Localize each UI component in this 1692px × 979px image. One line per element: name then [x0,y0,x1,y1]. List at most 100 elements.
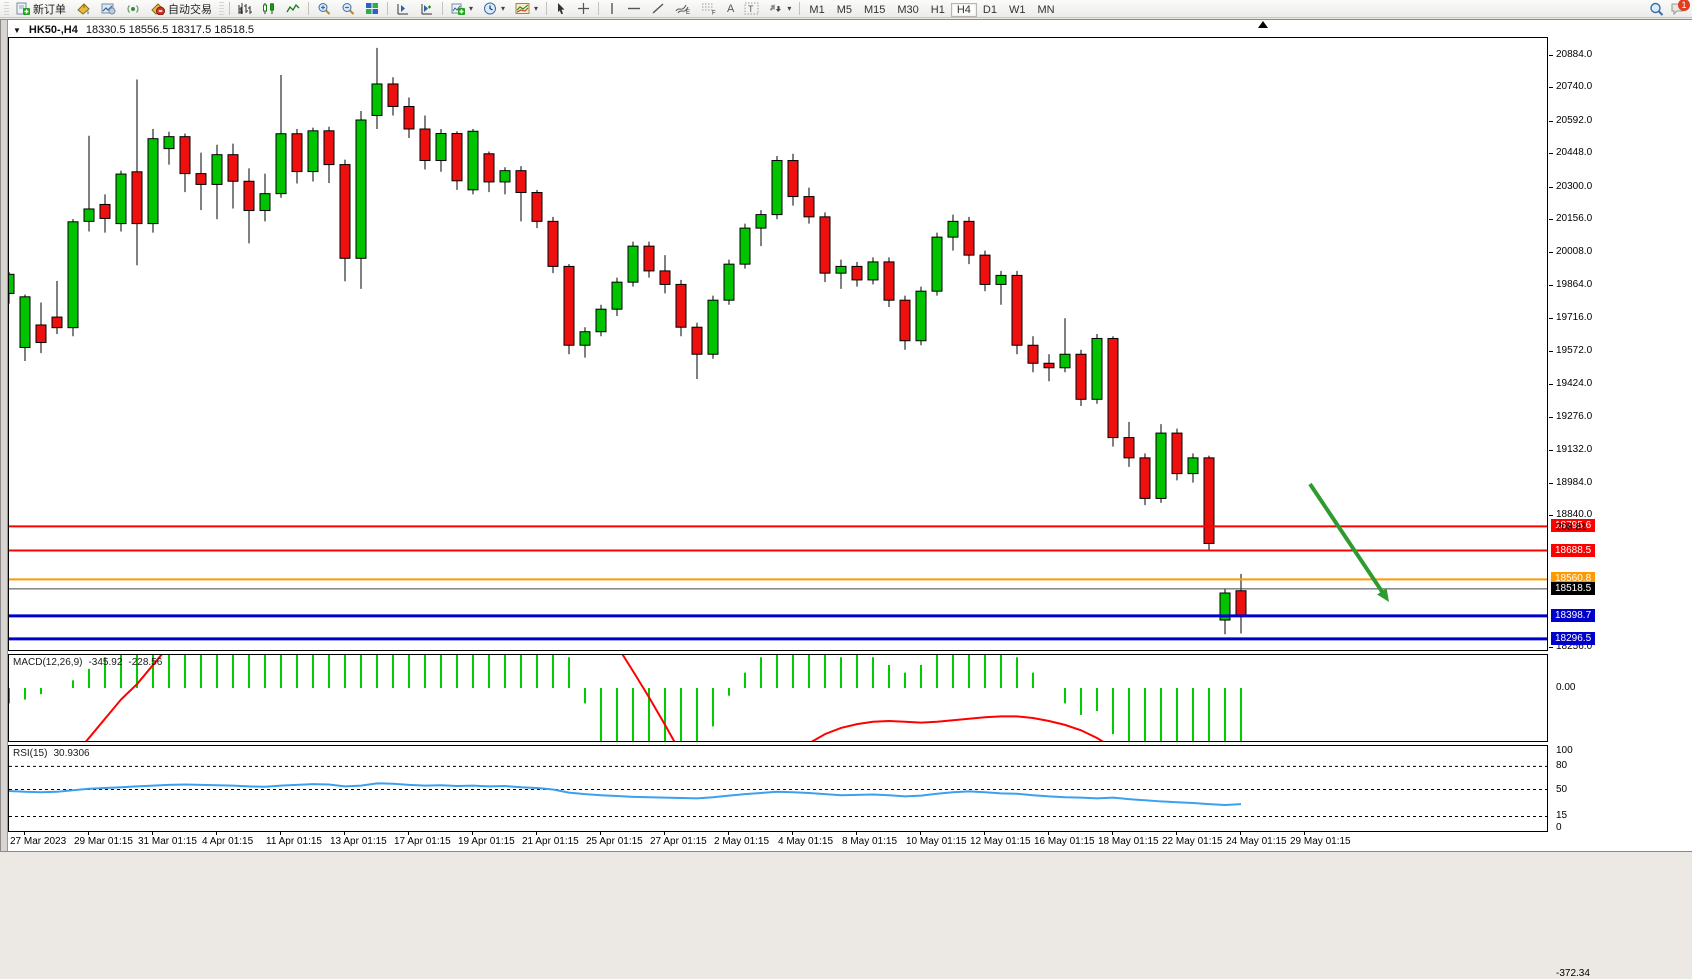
timeframe-button-M30[interactable]: M30 [897,3,919,16]
time-axis-label: 11 Apr 01:15 [266,836,322,847]
axis-tick-mark [1549,449,1553,451]
rsi-panel[interactable]: RSI(15) 30.9306 [8,745,1548,832]
vertical-line-button[interactable] [602,1,622,17]
periods-button[interactable]: ▾ [478,1,510,17]
timeframe-button-H4[interactable]: H4 [950,2,977,17]
time-tick-mark [24,832,25,835]
chart-title-bar[interactable]: ▼ HK50-,H4 18330.5 18556.5 18317.5 18518… [13,24,254,36]
axis-tick-mark [1549,219,1553,220]
templates-caret-icon: ▾ [534,4,539,13]
time-tick-mark [728,832,729,835]
macd-label-row: MACD(12,26,9) -345.92 -228.56 [13,657,162,668]
rsi-chart[interactable] [8,746,1547,831]
axis-tick-mark [1549,482,1553,484]
indicators-button[interactable]: ▾ [446,1,478,17]
time-axis-label: 22 May 01:15 [1162,836,1223,847]
paint-bucket-icon [77,3,90,15]
cursor-button[interactable] [550,1,572,17]
time-tick-mark [1304,832,1305,835]
indicators-caret-icon: ▾ [469,4,474,13]
notification-badge: 1 [1678,0,1690,11]
text-label-button[interactable]: T [739,1,764,17]
time-axis-label: 16 May 01:15 [1034,836,1095,847]
zoom-out-icon [342,3,355,15]
price-line-badge: 18688.5 [1551,543,1596,557]
step-forward-button[interactable] [415,1,439,17]
symbol-period-label: HK50-,H4 [28,24,78,36]
bar-chart-icon [238,3,252,14]
new-order-button[interactable]: 新订单 [11,1,71,17]
timeframe-button-W1[interactable]: W1 [1008,3,1026,16]
macd-axis-label: 208.81 [1556,521,1587,533]
time-axis-label: 17 Apr 01:15 [394,836,451,847]
crosshair-button[interactable] [572,1,595,17]
axis-tick-mark [1549,186,1553,188]
market-watch-button[interactable] [96,1,121,17]
bar-chart-button[interactable] [233,1,257,17]
price-tick-label: 19276.0 [1556,411,1593,423]
axis-tick-mark [1549,383,1553,385]
time-tick-mark [792,832,793,835]
price-tick-label: 19132.0 [1556,443,1593,455]
time-tick-mark [856,832,857,835]
rsi-label-row: RSI(15) 30.9306 [13,748,90,759]
time-axis-label: 10 May 01:15 [906,836,967,847]
time-axis[interactable]: 27 Mar 2023 29 Mar 01:15 31 Mar 01:15 4 Apr… [8,832,1548,852]
autotrade-button[interactable]: 自动交易 [145,1,217,17]
price-tick-label: 18984.0 [1556,476,1593,488]
macd-panel[interactable]: MACD(12,26,9) -345.92 -228.56 [8,530,1548,954]
axis-tick-mark [1549,153,1553,155]
timeframe-button-H1[interactable]: H1 [930,3,945,16]
price-tick-label: 19864.0 [1556,278,1593,290]
symbol-dropdown-icon[interactable]: ▼ [13,25,21,35]
rsi-axis-label: 80 [1556,760,1568,772]
zoom-in-button[interactable] [312,1,336,17]
candlestick-chart[interactable] [3,38,1547,650]
time-tick-mark [1240,832,1241,835]
periods-caret-icon: ▾ [501,4,506,13]
price-tick-label: 20008.0 [1556,246,1593,258]
price-chart-panel[interactable] [3,37,1548,651]
time-axis-label: 24 May 01:15 [1226,836,1287,847]
price-tick-label: 20592.0 [1556,114,1593,126]
timeframe-button-M1[interactable]: M1 [809,3,825,16]
zoom-out-button[interactable] [336,1,360,17]
signal-button[interactable] [121,1,145,17]
time-tick-mark [216,832,217,835]
trend-line-icon [652,3,664,14]
price-tick-label: 20300.0 [1556,180,1593,192]
timeframe-button-D1[interactable]: D1 [982,3,997,16]
equidistant-channel-button[interactable]: E [670,1,696,17]
step-back-button[interactable] [391,1,415,17]
horizontal-line-button[interactable] [622,1,646,17]
notifications-button[interactable]: 1 [1670,0,1690,16]
chart-window: ▼ HK50-,H4 18330.5 18556.5 18317.5 18518… [0,19,1692,979]
price-axis[interactable]: 20884.0 20740.0 20592.0 20448.0 20300.0 20156… [1549,20,1692,979]
rsi-name: RSI(15) [13,748,48,759]
arrows-button[interactable]: ▾ [764,1,796,17]
chart-shift-marker[interactable] [1258,21,1268,28]
trend-line-button[interactable] [646,1,670,17]
macd-chart[interactable] [8,530,1547,954]
fibonacci-icon: F [702,3,716,15]
search-icon[interactable] [1649,2,1664,16]
tile-windows-button[interactable] [360,1,384,17]
text-button[interactable]: A [722,1,739,17]
timeframe-button-M15[interactable]: M15 [863,3,886,16]
fibonacci-button[interactable]: F [696,1,722,17]
ohlc-values: 18330.5 18556.5 18317.5 18518.5 [85,24,255,36]
templates-button[interactable]: ▾ [510,1,543,17]
timeframe-button-MN[interactable]: MN [1037,3,1055,16]
paint-bucket-button[interactable] [71,1,96,17]
templates-icon [515,3,530,14]
line-chart-button[interactable] [281,1,305,17]
price-tick-label: 20884.0 [1556,49,1593,61]
price-tick-label: 18256.0 [1556,640,1593,652]
time-axis-label: 12 May 01:15 [970,836,1031,847]
timeframe-button-M5[interactable]: M5 [836,3,852,16]
indicators-add-icon [451,3,465,15]
candlestick-chart-button[interactable] [257,1,281,17]
time-axis-label: 29 Mar 01:15 [74,836,133,847]
axis-tick-mark [1549,55,1553,57]
time-tick-mark [408,832,409,835]
